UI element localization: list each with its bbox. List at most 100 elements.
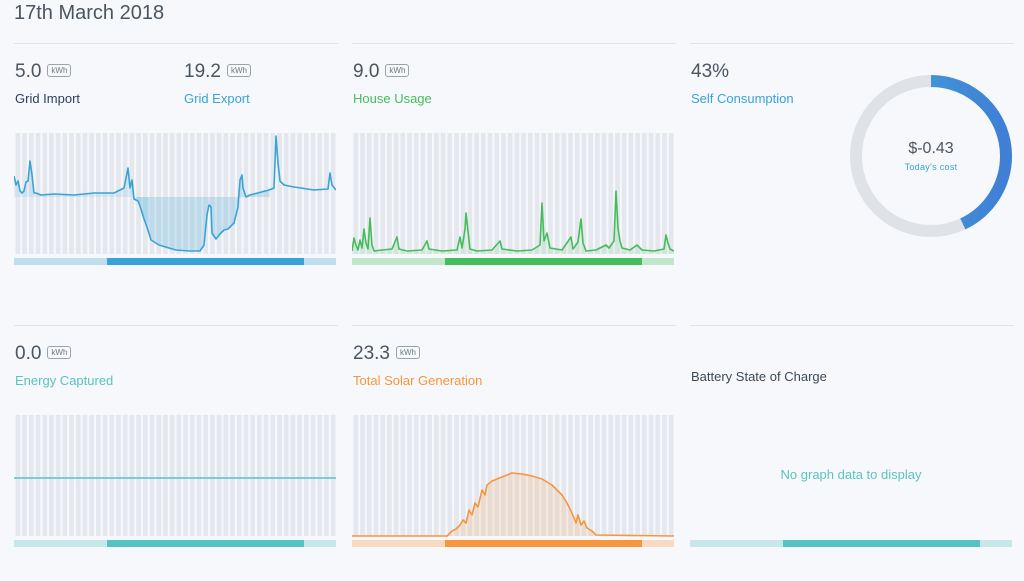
chart-gridband <box>447 415 453 536</box>
today-cost-label: Today's cost <box>904 162 958 172</box>
chart-gridband <box>55 415 61 536</box>
unit-badge: kWh <box>47 346 72 359</box>
chart-gridband <box>588 133 593 254</box>
self-consumption-donut <box>850 75 1012 237</box>
chart-gridband <box>250 415 255 536</box>
chart-gridband <box>548 133 553 254</box>
grid-import-area <box>14 161 149 225</box>
chart-gridband <box>480 133 486 254</box>
chart-gridband <box>353 415 359 536</box>
chart-gridband <box>454 133 459 254</box>
chart-gridband <box>366 133 372 254</box>
chart-gridband <box>290 415 296 536</box>
house-usage-value: 9.0 <box>353 61 380 82</box>
chart-gridband <box>400 415 406 536</box>
chart-gridband <box>270 133 276 254</box>
chart-gridband <box>601 415 607 536</box>
divider <box>690 325 1014 326</box>
chart-gridband <box>474 133 479 254</box>
chart-gridband <box>257 415 262 536</box>
chart-gridband <box>122 415 128 536</box>
no-data-message: No graph data to display <box>780 467 922 482</box>
house-chart[interactable] <box>352 133 674 266</box>
chart-gridband <box>75 415 81 536</box>
today-cost-value: $-0.43 <box>908 140 954 157</box>
chart-gridband <box>668 415 674 536</box>
chart-gridband <box>290 133 296 254</box>
chart-gridband <box>601 133 607 254</box>
chart-gridband <box>621 133 627 254</box>
chart-gridband <box>49 415 54 536</box>
chart-gridband <box>310 133 316 254</box>
range-selector[interactable] <box>107 540 304 547</box>
chart-gridband <box>330 415 336 536</box>
range-selector[interactable] <box>445 540 642 547</box>
chart-gridband <box>494 133 500 254</box>
divider <box>352 43 676 44</box>
chart-gridband <box>317 133 323 254</box>
energy-captured-stat: 0.0 kWh Energy Captured <box>15 343 113 388</box>
chart-gridband <box>270 415 276 536</box>
grid-import-stat: 5.0 kWh Grid Import <box>15 61 80 106</box>
page-title: 17th March 2018 <box>14 2 165 24</box>
chart-gridband <box>413 415 419 536</box>
grid-export-stat: 19.2 kWh Grid Export <box>184 61 251 106</box>
chart-gridband <box>662 133 667 254</box>
chart-gridband <box>230 415 235 536</box>
self-consumption-stat: 43% Self Consumption <box>691 61 794 106</box>
chart-gridband <box>360 133 365 254</box>
battery-chart[interactable] <box>690 415 1012 548</box>
chart-gridband <box>330 133 336 254</box>
chart-gridband <box>129 133 135 254</box>
chart-gridband <box>102 415 108 536</box>
chart-gridband <box>116 415 121 536</box>
chart-gridband <box>277 415 282 536</box>
chart-gridband <box>75 133 81 254</box>
chart-gridband <box>440 415 446 536</box>
chart-gridband <box>534 415 540 536</box>
chart-gridband <box>380 415 386 536</box>
range-selector[interactable] <box>107 258 304 265</box>
chart-gridband <box>324 415 329 536</box>
energy-captured-chart[interactable] <box>14 415 336 548</box>
chart-gridband <box>541 415 547 536</box>
house-usage-stat: 9.0 kWh House Usage <box>353 61 432 106</box>
chart-gridband <box>608 415 614 536</box>
solar-chart[interactable] <box>352 415 674 548</box>
chart-gridband <box>15 415 21 536</box>
chart-gridband <box>163 415 168 536</box>
energy-captured-label: Energy Captured <box>15 373 114 388</box>
chart-gridband <box>648 415 654 536</box>
unit-badge: kWh <box>47 64 72 77</box>
chart-gridband <box>183 133 188 254</box>
range-selector[interactable] <box>445 258 642 265</box>
solar-generation-stat: 23.3 kWh Total Solar Generation <box>353 343 482 388</box>
house-usage-label: House Usage <box>353 91 432 106</box>
chart-gridband <box>561 133 567 254</box>
grid-chart[interactable] <box>14 133 336 266</box>
chart-gridband <box>521 133 526 254</box>
chart-gridband <box>454 415 459 536</box>
chart-gridband <box>507 133 513 254</box>
range-selector[interactable] <box>783 540 980 547</box>
solar-generation-value: 23.3 <box>353 343 390 364</box>
chart-gridband <box>460 133 466 254</box>
chart-gridband <box>210 415 215 536</box>
chart-gridband <box>89 415 94 536</box>
chart-gridband <box>28 133 34 254</box>
chart-gridband <box>413 133 419 254</box>
chart-gridband <box>210 133 215 254</box>
chart-gridband <box>608 133 614 254</box>
chart-gridband <box>427 415 432 536</box>
today-cost: $-0.43 Today's cost <box>845 70 1017 242</box>
chart-gridband <box>581 415 587 536</box>
chart-gridband <box>317 415 323 536</box>
chart-gridband <box>122 133 128 254</box>
battery-panel: Battery State of Charge No graph data to… <box>690 325 1014 565</box>
chart-gridband <box>324 133 329 254</box>
chart-gridband <box>568 415 573 536</box>
chart-gridband <box>62 133 68 254</box>
grid-series-line <box>14 135 336 252</box>
chart-gridband <box>501 133 506 254</box>
divider <box>14 43 338 44</box>
